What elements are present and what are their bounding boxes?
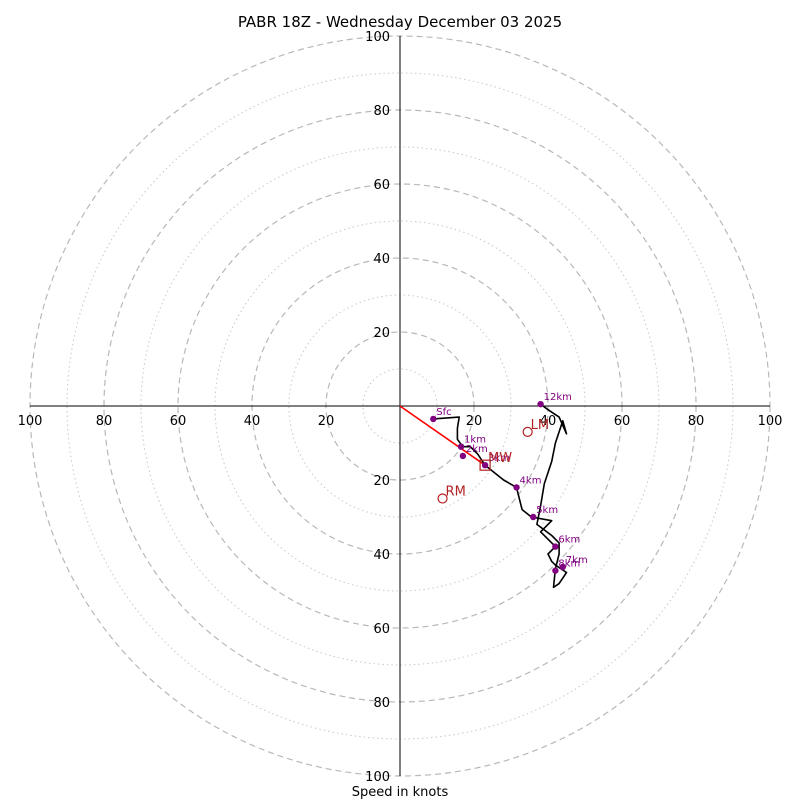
height-marker-12km — [537, 400, 544, 408]
tick-bottom-20: 20 — [373, 474, 390, 489]
height-marker-sfc — [430, 415, 437, 423]
height-label-7km: 7km — [566, 555, 588, 566]
label-lm: LM — [531, 418, 549, 433]
tick-left-60: 60 — [170, 414, 187, 429]
height-marker-2km — [459, 452, 467, 460]
height-marker-4km — [513, 484, 520, 491]
tick-top-80: 80 — [373, 104, 390, 119]
tick-top-60: 60 — [373, 178, 390, 193]
tick-right-60: 60 — [614, 414, 631, 429]
marker-rm — [437, 493, 448, 504]
height-label-8km: 8km — [558, 559, 580, 570]
height-marker-5km — [530, 513, 537, 521]
tick-right-80: 80 — [688, 414, 705, 429]
height-label-5km: 5km — [536, 505, 558, 516]
height-label-6km: 6km — [558, 535, 580, 546]
shear-vector — [399, 405, 486, 466]
height-label-2km: 2km — [466, 444, 488, 455]
tick-left-20: 20 — [318, 414, 335, 429]
tick-left-100: 100 — [18, 414, 43, 429]
marker-mw — [479, 459, 491, 471]
tick-bottom-60: 60 — [373, 622, 390, 637]
tick-left-80: 80 — [96, 414, 113, 429]
label-rm: RM — [446, 485, 466, 500]
tick-bottom-100: 100 — [365, 770, 390, 785]
marker-lm — [522, 426, 533, 437]
tick-labels: 20 20 20 20 40 40 40 40 60 60 60 60 80 80 80 80 100 100 10… — [18, 30, 783, 785]
height-marker-8km — [552, 567, 559, 574]
height-label-1km: 1km — [464, 435, 486, 446]
height-label-sfc: Sfc — [436, 407, 451, 418]
tick-right-20: 20 — [466, 414, 483, 429]
tick-right-40: 40 — [540, 414, 557, 429]
label-mw: MW — [488, 451, 512, 466]
tick-top-100: 100 — [365, 30, 390, 45]
tick-bottom-80: 80 — [373, 696, 390, 711]
tick-top-20: 20 — [373, 326, 390, 341]
tick-right-100: 100 — [758, 414, 783, 429]
height-label-4km: 4km — [520, 475, 542, 486]
height-label-12km: 12km — [544, 392, 572, 403]
tick-bottom-40: 40 — [373, 548, 390, 563]
storm-motion: RM LM MW — [437, 418, 549, 504]
height-marker-1km — [457, 443, 465, 450]
height-marker-6km — [552, 543, 559, 550]
x-axis-label: Speed in knots — [352, 785, 449, 800]
height-marker-3km — [481, 462, 489, 469]
height-marker-7km — [559, 563, 566, 571]
height-label-3km: 3km — [488, 453, 510, 464]
tick-left-40: 40 — [244, 414, 261, 429]
chart-title: PABR 18Z - Wednesday December 03 2025 — [238, 13, 562, 31]
tick-top-40: 40 — [373, 252, 390, 267]
